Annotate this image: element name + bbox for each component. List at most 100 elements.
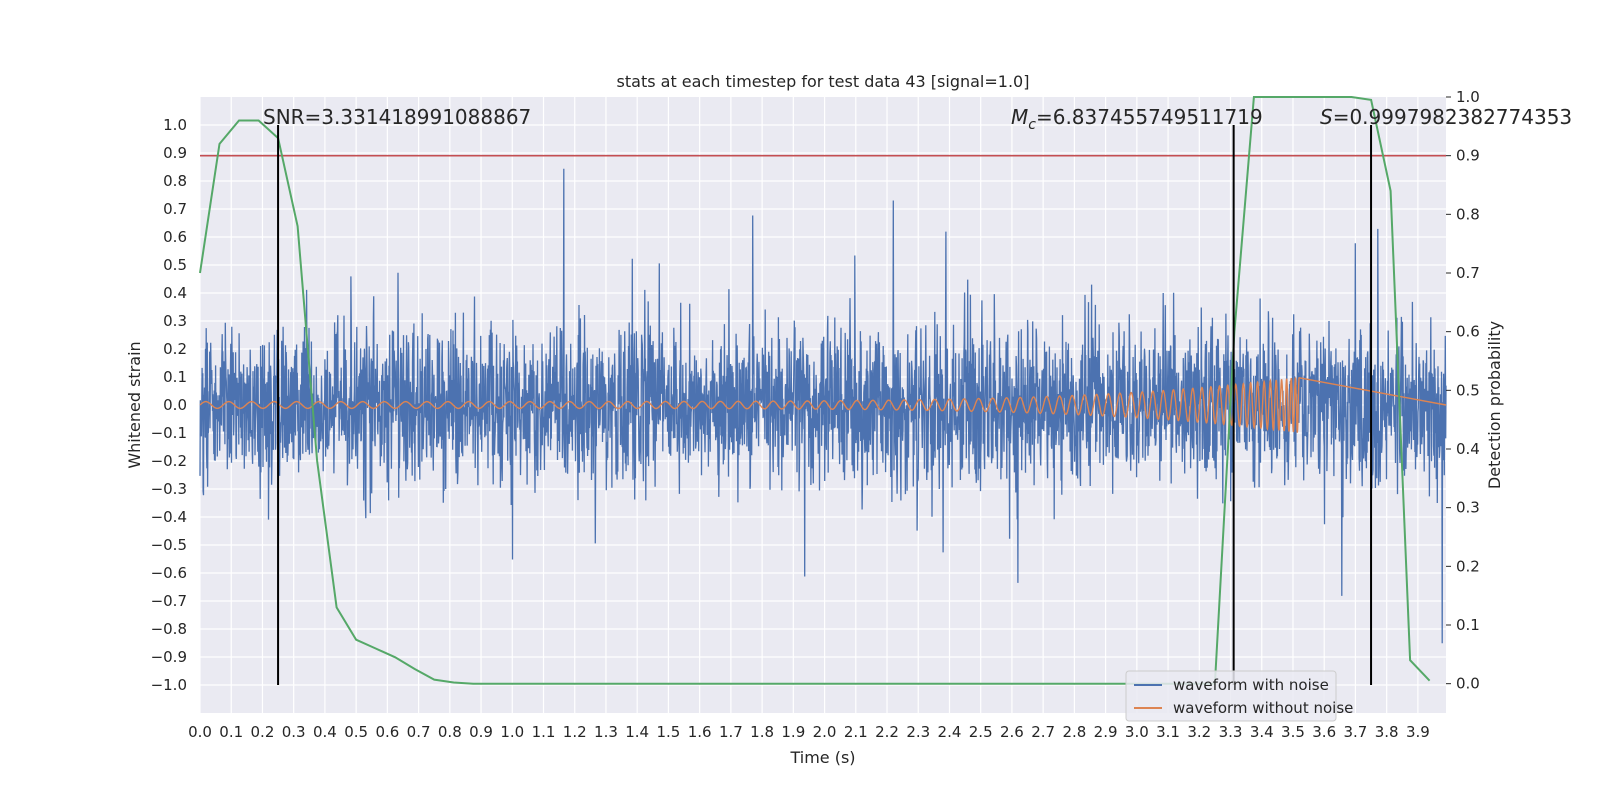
x-tick-label: 3.6 [1312, 723, 1336, 741]
x-tick-label: 1.7 [719, 723, 743, 741]
x-tick-label: 1.4 [625, 723, 649, 741]
legend-label-noise: waveform with noise [1173, 676, 1329, 694]
x-tick-label: 0.0 [188, 723, 212, 741]
y-tick-label: −0.4 [151, 508, 187, 526]
grid-horizontal [200, 124, 1446, 686]
probability-line [199, 96, 1431, 685]
series-detection-probability [199, 96, 1431, 685]
x-tick-label: 2.7 [1031, 723, 1055, 741]
x-tick-label: 0.3 [282, 723, 306, 741]
x-tick-label: 3.8 [1375, 723, 1399, 741]
y-tick-label: −0.8 [151, 620, 187, 638]
y-tick-label: −0.1 [151, 424, 187, 442]
y-tick-label: 0.7 [163, 200, 187, 218]
x-tick-label: 3.2 [1187, 723, 1211, 741]
y2-tick-labels: 1.0 0.9 0.8 0.7 0.6 0.5 0.4 0.3 0.2 0.1 0.0 [1446, 88, 1480, 693]
x-tick-label: 0.4 [313, 723, 337, 741]
y2-axis-label: Detection probability [1485, 321, 1504, 489]
s-value: =0.9997982382774353 [1333, 105, 1572, 129]
y-tick-labels: 1.0 0.9 0.8 0.7 0.6 0.5 0.4 0.3 0.2 0.1 0.0 −0.1 −0.… [151, 116, 187, 694]
x-tick-label: 0.5 [344, 723, 368, 741]
y-tick-label: 0.6 [163, 228, 187, 246]
y-tick-label: 0.3 [163, 312, 187, 330]
x-tick-labels: 0.0 0.1 0.2 0.3 0.4 0.5 0.6 0.7 0.8 0.9 1.0 1.1 1.2 1… [188, 723, 1430, 741]
x-tick-label: 2.3 [906, 723, 930, 741]
y-tick-label: −0.3 [151, 480, 187, 498]
x-tick-label: 1.3 [594, 723, 618, 741]
x-tick-label: 0.8 [438, 723, 462, 741]
x-tick-label: 1.2 [563, 723, 587, 741]
y2-tick-label: 0.4 [1456, 440, 1480, 458]
legend-box [1125, 670, 1337, 722]
y-tick-label: 1.0 [163, 116, 187, 134]
x-tick-label: 1.9 [781, 723, 805, 741]
s-annotation: S=0.9997982382774353 [1320, 105, 1572, 129]
y-tick-label: −0.5 [151, 536, 187, 554]
x-tick-label: 3.4 [1250, 723, 1274, 741]
x-tick-label: 2.2 [875, 723, 899, 741]
x-tick-label: 1.8 [750, 723, 774, 741]
chirp-mass-annotation: Mc=6.837455749511719 [1011, 105, 1263, 133]
snr-annotation: SNR=3.331418991088867 [263, 105, 531, 129]
y-tick-label: −0.9 [151, 648, 187, 666]
vertical-markers [277, 125, 1373, 685]
y2-tick-label: 1.0 [1456, 88, 1480, 106]
y2-tick-label: 0.0 [1456, 675, 1480, 693]
x-tick-label: 3.7 [1344, 723, 1368, 741]
x-tick-label: 3.1 [1156, 723, 1180, 741]
mc-symbol: M [1011, 105, 1028, 129]
x-tick-label: 0.9 [469, 723, 493, 741]
y-tick-label: 0.4 [163, 284, 187, 302]
y-tick-label: 0.2 [163, 340, 187, 358]
legend: waveform with noise waveform without noi… [1125, 670, 1353, 722]
x-tick-label: 1.0 [500, 723, 524, 741]
y2-tick-label: 0.3 [1456, 499, 1480, 517]
y-tick-label: −1.0 [151, 676, 187, 694]
y2-tick-label: 0.5 [1456, 381, 1480, 399]
x-tick-label: 2.0 [813, 723, 837, 741]
s-symbol: S [1320, 105, 1333, 129]
x-axis-label: Time (s) [789, 748, 855, 767]
y-tick-label: 0.5 [163, 256, 187, 274]
y2-tick-label: 0.1 [1456, 616, 1480, 634]
mc-subscript: c [1028, 117, 1036, 133]
noise-waveform-line [199, 168, 1447, 644]
x-tick-label: 1.5 [656, 723, 680, 741]
y-tick-label: 0.0 [163, 396, 187, 414]
y2-tick-label: 0.6 [1456, 323, 1480, 341]
x-tick-label: 2.8 [1062, 723, 1086, 741]
y-tick-label: −0.6 [151, 564, 187, 582]
x-tick-label: 0.7 [407, 723, 431, 741]
y-axis-label: Whitened strain [125, 341, 144, 468]
y2-tick-label: 0.7 [1456, 264, 1480, 282]
y-tick-label: 0.1 [163, 368, 187, 386]
x-tick-label: 0.1 [219, 723, 243, 741]
y2-tick-label: 0.8 [1456, 205, 1480, 223]
x-tick-label: 0.6 [375, 723, 399, 741]
y-tick-label: 0.9 [163, 144, 187, 162]
y2-tick-label: 0.9 [1456, 147, 1480, 165]
series-waveform-without-noise [199, 377, 1447, 433]
x-tick-label: 3.5 [1281, 723, 1305, 741]
x-tick-label: 2.5 [969, 723, 993, 741]
y-tick-label: 0.8 [163, 172, 187, 190]
series-waveform-with-noise [199, 168, 1447, 644]
x-tick-label: 3.9 [1406, 723, 1430, 741]
x-tick-label: 2.9 [1094, 723, 1118, 741]
legend-label-clean: waveform without noise [1173, 699, 1353, 717]
y-tick-label: −0.2 [151, 452, 187, 470]
x-tick-label: 1.1 [532, 723, 556, 741]
chirp-waveform-line [199, 377, 1447, 433]
x-tick-label: 1.6 [688, 723, 712, 741]
x-tick-label: 2.1 [844, 723, 868, 741]
y-tick-label: −0.7 [151, 592, 187, 610]
chart-title: stats at each timestep for test data 43 … [617, 72, 1030, 91]
x-tick-label: 3.0 [1125, 723, 1149, 741]
mc-value: =6.837455749511719 [1036, 105, 1263, 129]
x-tick-label: 2.6 [1000, 723, 1024, 741]
x-tick-label: 2.4 [938, 723, 962, 741]
x-tick-label: 0.2 [251, 723, 275, 741]
y2-tick-label: 0.2 [1456, 557, 1480, 575]
x-tick-label: 3.3 [1219, 723, 1243, 741]
